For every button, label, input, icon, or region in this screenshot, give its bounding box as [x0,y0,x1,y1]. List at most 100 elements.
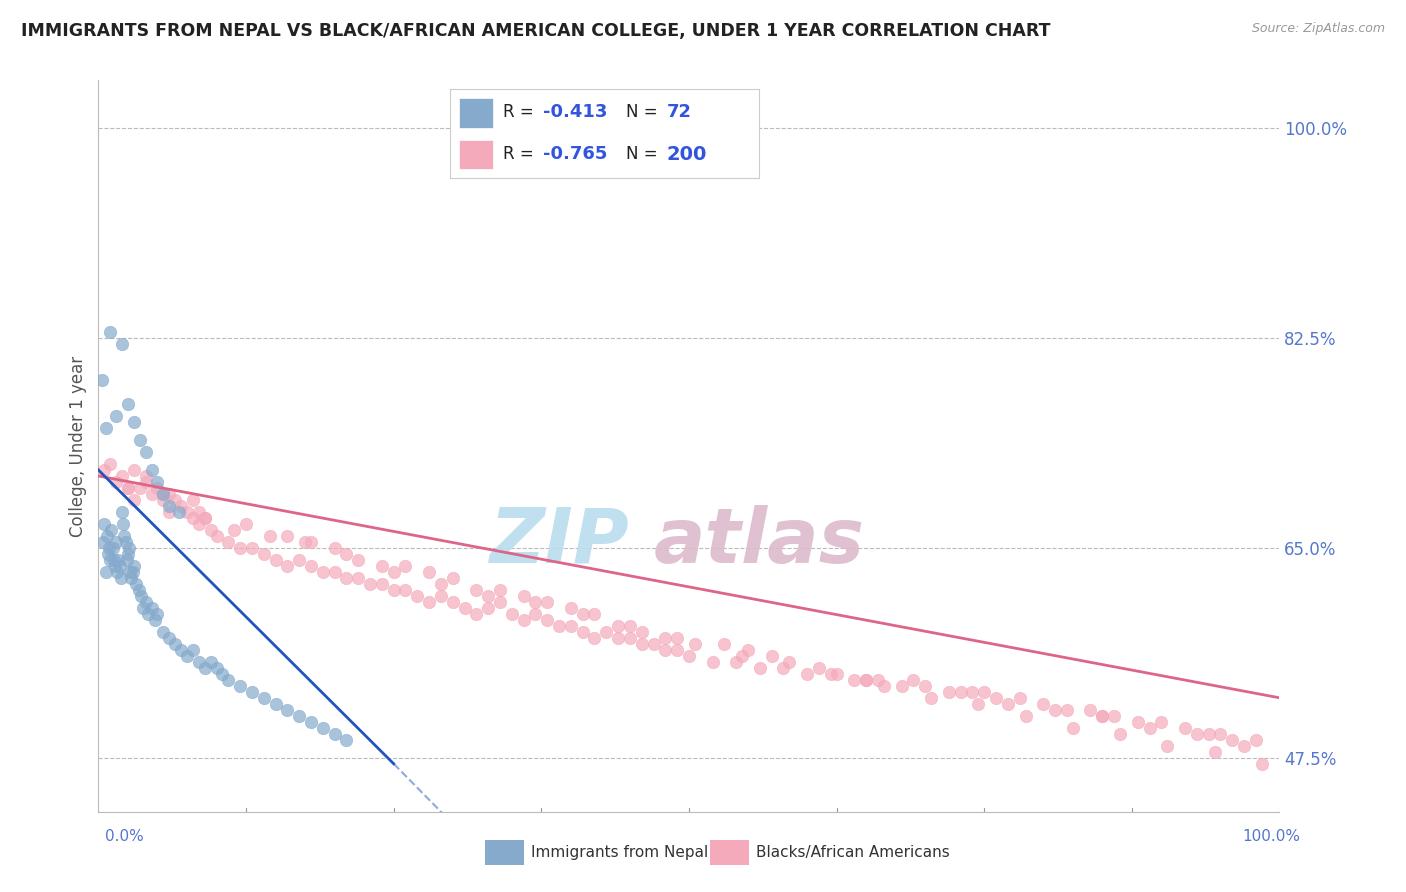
Point [276,558,298,573]
Point [121,571,143,585]
Point [1250,756,1272,771]
Point [997,697,1019,711]
Point [1080,703,1102,717]
Point [678,648,700,663]
Point [276,703,298,717]
Point [200,523,222,537]
Point [211,666,233,681]
Point [761,648,783,663]
Point [394,558,416,573]
Point [643,637,665,651]
Point [91,373,114,387]
Point [595,624,617,639]
Point [128,433,150,447]
Point [382,565,405,579]
Point [359,577,381,591]
Point [1150,714,1173,729]
Point [666,631,689,645]
Point [97,547,120,561]
Point [920,690,942,705]
Point [200,655,222,669]
Point [654,643,676,657]
Point [205,529,228,543]
Point [187,655,209,669]
Point [217,535,239,549]
Point [903,673,925,687]
Point [111,337,134,351]
Point [229,541,252,555]
Point [347,553,370,567]
Point [100,523,122,537]
Point [607,619,630,633]
Point [276,529,298,543]
Point [335,547,357,561]
Point [104,558,127,573]
Point [571,607,593,621]
Text: R =: R = [502,145,538,163]
Point [1043,703,1066,717]
FancyBboxPatch shape [460,98,494,128]
Point [135,445,157,459]
Point [725,655,748,669]
Point [465,607,488,621]
Point [962,685,984,699]
Point [122,558,145,573]
Point [181,643,204,657]
Point [112,516,135,531]
Point [441,571,464,585]
Point [98,553,121,567]
Point [194,511,217,525]
Point [98,457,121,471]
Point [619,619,641,633]
Point [1126,714,1149,729]
Point [128,582,150,597]
Point [105,475,128,489]
Point [135,469,157,483]
Point [796,666,818,681]
Point [619,631,641,645]
Point [135,595,157,609]
Point [1109,727,1132,741]
Text: IMMIGRANTS FROM NEPAL VS BLACK/AFRICAN AMERICAN COLLEGE, UNDER 1 YEAR CORRELATIO: IMMIGRANTS FROM NEPAL VS BLACK/AFRICAN A… [21,22,1050,40]
Point [866,673,889,687]
Point [105,409,128,423]
Point [259,529,281,543]
Point [825,666,848,681]
Point [111,505,134,519]
Point [1102,708,1125,723]
Point [465,582,488,597]
Point [122,492,145,507]
Point [135,475,157,489]
Point [108,558,131,573]
Point [583,607,606,621]
Point [118,541,141,555]
Text: 0.0%: 0.0% [105,830,145,844]
Point [181,492,204,507]
Point [855,673,877,687]
Point [121,565,143,579]
Point [489,582,512,597]
Point [132,600,155,615]
Point [418,595,440,609]
Point [630,637,652,651]
Point [205,661,228,675]
Point [1244,732,1267,747]
Point [382,582,405,597]
Point [111,469,134,483]
Point [146,481,169,495]
FancyBboxPatch shape [460,140,494,169]
Point [157,487,180,501]
Point [607,631,630,645]
Point [1056,703,1078,717]
Point [240,541,263,555]
Point [1032,697,1054,711]
Point [1091,708,1114,723]
Text: 72: 72 [666,103,692,121]
Point [94,421,117,435]
Point [323,727,346,741]
Point [1008,690,1031,705]
Point [1091,708,1114,723]
Text: -0.413: -0.413 [543,103,607,121]
Point [299,558,322,573]
Point [524,595,547,609]
